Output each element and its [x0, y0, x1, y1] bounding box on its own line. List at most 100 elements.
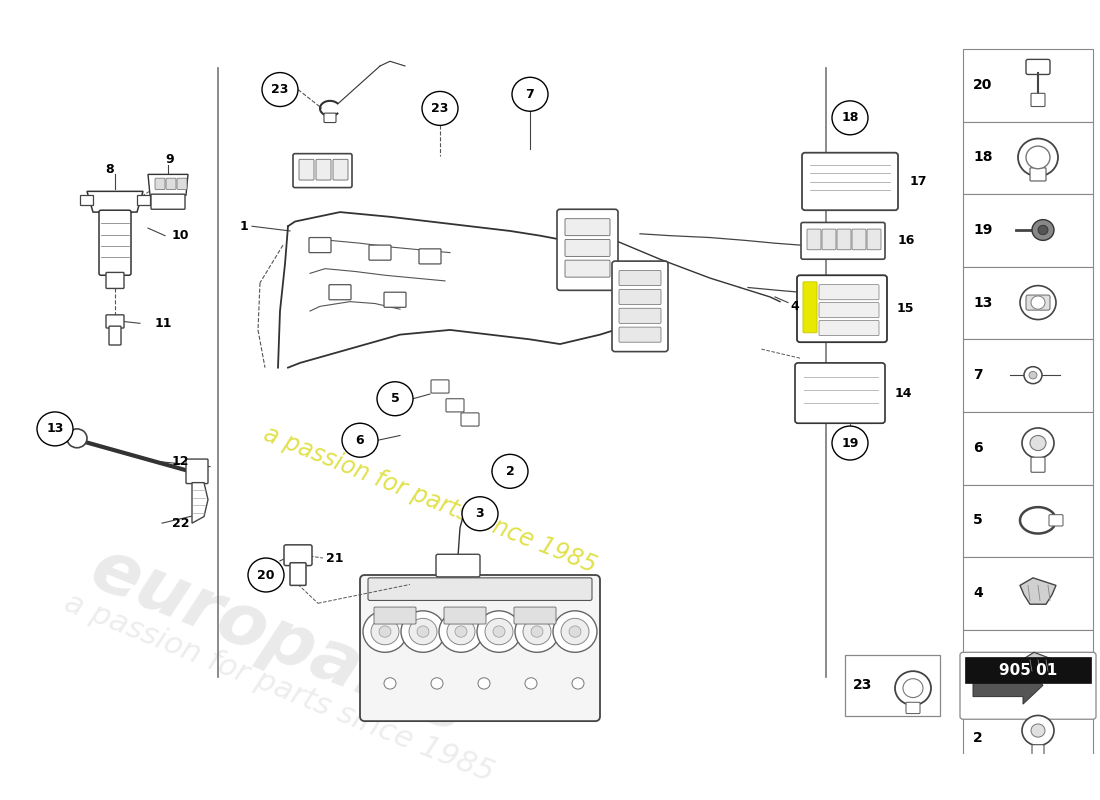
Circle shape	[379, 626, 390, 638]
Text: 15: 15	[896, 302, 914, 314]
Circle shape	[493, 626, 505, 638]
Circle shape	[1020, 286, 1056, 319]
FancyBboxPatch shape	[177, 178, 187, 190]
FancyBboxPatch shape	[962, 485, 1093, 557]
Circle shape	[572, 678, 584, 689]
Circle shape	[1030, 435, 1046, 450]
FancyBboxPatch shape	[329, 285, 351, 300]
Circle shape	[477, 611, 521, 652]
Text: 18: 18	[974, 150, 992, 165]
FancyBboxPatch shape	[795, 363, 886, 423]
FancyBboxPatch shape	[431, 380, 449, 393]
Circle shape	[569, 626, 581, 638]
FancyBboxPatch shape	[820, 302, 879, 318]
FancyBboxPatch shape	[557, 210, 618, 290]
Text: 2: 2	[506, 465, 515, 478]
FancyBboxPatch shape	[845, 655, 940, 717]
FancyBboxPatch shape	[309, 238, 331, 253]
Text: 17: 17	[910, 175, 927, 189]
Text: a passion for parts since 1985: a passion for parts since 1985	[60, 588, 498, 788]
Circle shape	[37, 412, 73, 446]
FancyBboxPatch shape	[1026, 59, 1050, 74]
Text: 14: 14	[895, 386, 913, 399]
Polygon shape	[87, 191, 143, 212]
FancyBboxPatch shape	[960, 652, 1096, 719]
FancyBboxPatch shape	[906, 702, 920, 714]
FancyBboxPatch shape	[619, 327, 661, 342]
FancyBboxPatch shape	[803, 282, 817, 333]
Circle shape	[1031, 296, 1045, 309]
Polygon shape	[138, 195, 150, 205]
FancyBboxPatch shape	[444, 607, 486, 624]
FancyBboxPatch shape	[419, 249, 441, 264]
Text: 13: 13	[46, 422, 64, 435]
FancyBboxPatch shape	[166, 178, 176, 190]
Circle shape	[248, 558, 284, 592]
FancyBboxPatch shape	[962, 49, 1093, 122]
FancyBboxPatch shape	[284, 545, 312, 566]
FancyBboxPatch shape	[820, 321, 879, 335]
Circle shape	[485, 618, 513, 645]
Circle shape	[522, 618, 551, 645]
FancyBboxPatch shape	[368, 245, 390, 260]
Text: 19: 19	[842, 437, 859, 450]
Text: 16: 16	[898, 234, 915, 247]
Circle shape	[462, 497, 498, 530]
Text: 2: 2	[974, 731, 982, 745]
FancyBboxPatch shape	[316, 159, 331, 180]
Circle shape	[832, 426, 868, 460]
Text: 9: 9	[166, 153, 174, 166]
FancyBboxPatch shape	[368, 578, 592, 601]
Circle shape	[431, 678, 443, 689]
Circle shape	[553, 611, 597, 652]
Text: 1: 1	[240, 220, 248, 233]
FancyBboxPatch shape	[962, 266, 1093, 339]
Circle shape	[377, 382, 412, 416]
FancyBboxPatch shape	[106, 273, 124, 289]
FancyBboxPatch shape	[186, 459, 208, 483]
FancyBboxPatch shape	[801, 222, 886, 259]
FancyBboxPatch shape	[867, 229, 881, 250]
FancyBboxPatch shape	[1049, 514, 1063, 526]
Text: 5: 5	[390, 392, 399, 406]
FancyBboxPatch shape	[106, 315, 124, 328]
Circle shape	[1038, 226, 1048, 234]
Text: a passion for parts since 1985: a passion for parts since 1985	[260, 422, 600, 578]
Circle shape	[832, 101, 868, 134]
Circle shape	[1024, 366, 1042, 384]
FancyBboxPatch shape	[514, 607, 556, 624]
FancyBboxPatch shape	[962, 557, 1093, 630]
FancyBboxPatch shape	[1031, 94, 1045, 106]
FancyBboxPatch shape	[822, 229, 836, 250]
Polygon shape	[1022, 652, 1054, 675]
Text: 4: 4	[974, 586, 982, 600]
Circle shape	[895, 671, 931, 705]
Text: 23: 23	[272, 83, 288, 96]
Text: 7: 7	[974, 368, 982, 382]
FancyBboxPatch shape	[807, 229, 821, 250]
Circle shape	[422, 91, 458, 126]
Text: 6: 6	[974, 441, 982, 454]
Circle shape	[455, 626, 468, 638]
Text: 3: 3	[974, 658, 982, 673]
Circle shape	[67, 429, 87, 448]
FancyBboxPatch shape	[436, 554, 480, 577]
Text: europarts: europarts	[80, 534, 476, 748]
Circle shape	[1022, 428, 1054, 458]
Text: 6: 6	[355, 434, 364, 446]
Circle shape	[363, 611, 407, 652]
FancyBboxPatch shape	[619, 308, 661, 323]
FancyBboxPatch shape	[612, 261, 668, 352]
Circle shape	[1031, 724, 1045, 737]
FancyBboxPatch shape	[837, 229, 851, 250]
Circle shape	[1028, 371, 1037, 379]
Text: 5: 5	[974, 514, 982, 527]
Text: 12: 12	[172, 455, 189, 468]
Circle shape	[492, 454, 528, 488]
Circle shape	[531, 626, 543, 638]
Circle shape	[515, 611, 559, 652]
Text: 23: 23	[852, 678, 872, 692]
Circle shape	[1022, 715, 1054, 746]
FancyBboxPatch shape	[333, 159, 348, 180]
Text: 11: 11	[155, 317, 173, 330]
